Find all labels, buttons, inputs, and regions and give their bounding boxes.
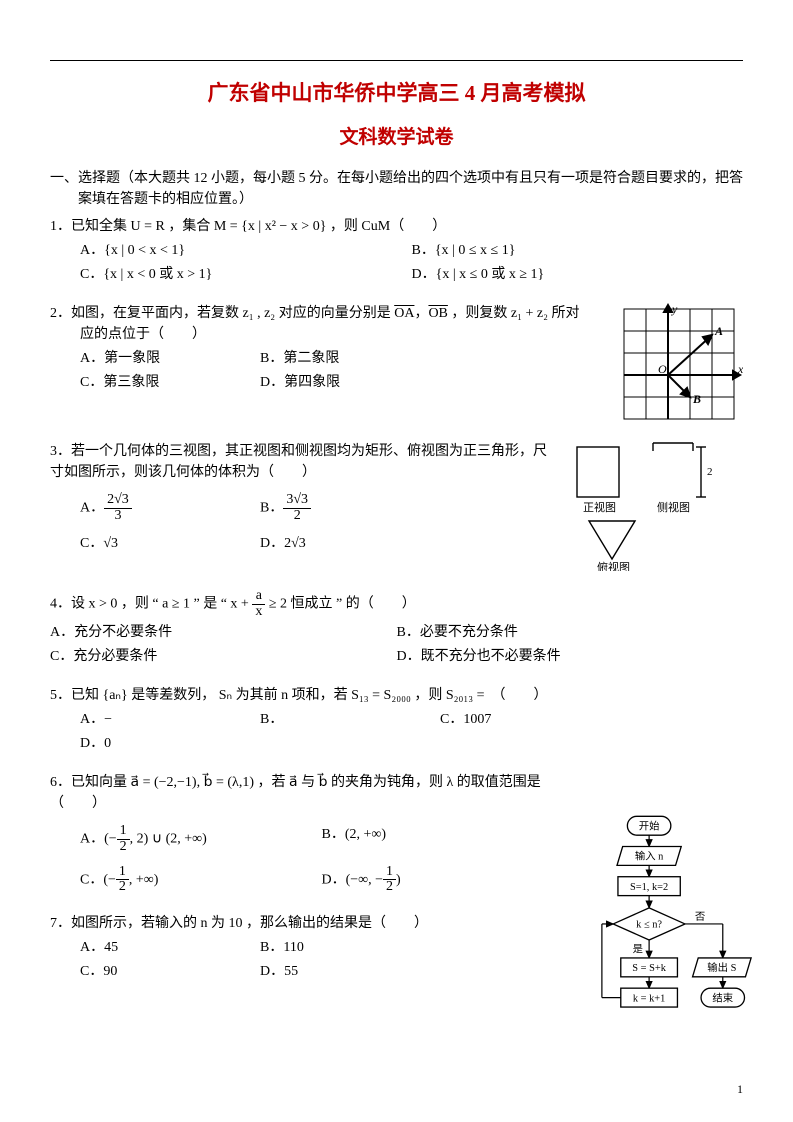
q6-d-post: )	[396, 872, 401, 887]
q3-b-pre: B．	[260, 500, 283, 515]
question-1: 1．已知全集 U = R ，集合 M = {x | x² − x > 0} ，则…	[50, 216, 743, 285]
q7-stem: 7．如图所示，若输入的 n 为 10 ，那么输出的结果是（ ）	[50, 913, 563, 934]
q3-a-pre: A．	[80, 500, 104, 515]
q6-stem: 6．已知向量 a⃗ = (−2,−1), b⃗ = (λ,1) ，若 a⃗ 与 …	[50, 772, 563, 814]
q6-d-n: 1	[383, 865, 396, 881]
q6-a-pre: A．(−	[80, 832, 117, 847]
q4-stem-b: ≥ 2 恒成立 ” 的（ ）	[265, 596, 415, 611]
flow-end: 结束	[712, 992, 733, 1005]
q2-option-c: C．第三象限	[80, 372, 260, 393]
flow-output: 输出 S	[707, 961, 736, 974]
q4-frac-d: x	[252, 605, 265, 620]
q3-dim-w: √3	[663, 441, 675, 444]
flow-start: 开始	[639, 820, 660, 833]
q6-d-d: 2	[383, 880, 396, 895]
q4-option-b: B．必要不充分条件	[397, 622, 744, 643]
q2-option-a: A．第一象限	[80, 348, 260, 369]
q1-option-c: C．{x | x < 0 或 x > 1}	[80, 264, 412, 285]
q2-stem-c: 应的点位于（ ）	[50, 324, 603, 345]
flow-body: S = S+k	[632, 963, 666, 974]
q2-stem-b: ，则复数 z₁ + z₂ 所对	[448, 306, 580, 321]
question-7: 7．如图所示，若输入的 n 为 10 ，那么输出的结果是（ ） A．45 B．1…	[50, 913, 743, 1003]
q6-option-c: C．(−12, +∞)	[80, 865, 322, 895]
q3-a-den: 3	[104, 509, 132, 524]
q2-label-x: x	[737, 362, 743, 376]
q3-a-num: 2√3	[104, 493, 132, 509]
q5-option-a: A．−	[80, 709, 260, 730]
q7-option-c: C．90	[80, 961, 260, 982]
q1-option-d: D．{x | x ≤ 0 或 x ≥ 1}	[412, 264, 744, 285]
flow-no: 否	[695, 911, 705, 923]
q3-option-a: A．2√33	[80, 493, 260, 523]
q6-a-d: 2	[117, 840, 130, 855]
q6-option-d: D．(−∞, −12)	[322, 865, 564, 895]
page-number: 1	[737, 1080, 743, 1098]
q4-option-c: C．充分必要条件	[50, 646, 397, 667]
q6-a-n: 1	[117, 824, 130, 840]
q3-b-num: 3√3	[283, 493, 311, 509]
q2-comma: ，	[414, 306, 428, 321]
flow-cond: k ≤ n?	[636, 920, 662, 931]
q7-flowchart: 开始 输入 n S=1, k=2 k ≤ n? 是 否 S = S+k	[583, 793, 753, 1053]
q2-figure: O x y A B	[618, 303, 743, 423]
q2-stem: 2．如图，在复平面内，若复数 z₁ , z₂ 对应的向量分别是 OA，OB ，则…	[50, 303, 603, 324]
q5-option-d: D．0	[80, 733, 260, 754]
q5-option-c: C．1007	[440, 709, 620, 730]
q5-stem: 5．已知 {aₙ} 是等差数列， Sₙ 为其前 n 项和，若 S₁₃ = S₂₀…	[50, 685, 743, 706]
question-2: 2．如图，在复平面内，若复数 z₁ , z₂ 对应的向量分别是 OA，OB ，则…	[50, 303, 743, 423]
q3-option-b: B．3√32	[260, 493, 440, 523]
q3-option-d: D．2√3	[260, 533, 440, 554]
q7-option-d: D．55	[260, 961, 440, 982]
question-3: 3．若一个几何体的三视图，其正视图和侧视图均为矩形、俯视图为正三角形，尺寸如图所…	[50, 441, 743, 571]
flow-inc: k = k+1	[633, 994, 665, 1005]
q6-a-post: , 2) ∪ (2, +∞)	[130, 832, 207, 847]
q7-option-a: A．45	[80, 937, 260, 958]
q2-label-y: y	[671, 303, 678, 316]
flow-input: 输入 n	[635, 850, 664, 863]
q2-vec-oa: OA	[394, 306, 414, 321]
q2-label-A: A	[714, 324, 723, 338]
top-rule	[50, 60, 743, 61]
q1-option-b: B．{x | 0 ≤ x ≤ 1}	[412, 240, 744, 261]
q3-b-den: 2	[283, 509, 311, 524]
q6-option-a: A．(−12, 2) ∪ (2, +∞)	[80, 824, 322, 854]
q3-label-front: 正视图	[583, 500, 616, 514]
q6-option-b: B．(2, +∞)	[322, 824, 564, 854]
q6-c-pre: C．(−	[80, 872, 116, 887]
question-4: 4．设 x > 0 ，则 “ a ≥ 1 ” 是 “ x + ax ≥ 2 恒成…	[50, 589, 743, 667]
q4-stem-a: 4．设 x > 0 ，则 “ a ≥ 1 ” 是 “ x +	[50, 596, 252, 611]
q2-stem-a: 2．如图，在复平面内，若复数 z₁ , z₂ 对应的向量分别是	[50, 306, 394, 321]
q2-option-d: D．第四象限	[260, 372, 440, 393]
q4-stem: 4．设 x > 0 ，则 “ a ≥ 1 ” 是 “ x + ax ≥ 2 恒成…	[50, 589, 743, 619]
q1-stem: 1．已知全集 U = R ，集合 M = {x | x² − x > 0} ，则…	[50, 216, 743, 237]
q3-option-c: C．√3	[80, 533, 260, 554]
q2-option-b: B．第二象限	[260, 348, 440, 369]
q3-dim-h: 2	[707, 466, 713, 478]
flow-init: S=1, k=2	[630, 882, 668, 893]
question-5: 5．已知 {aₙ} 是等差数列， Sₙ 为其前 n 项和，若 S₁₃ = S₂₀…	[50, 685, 743, 754]
exam-title-main: 广东省中山市华侨中学高三 4 月高考模拟	[50, 78, 743, 110]
q3-figure: √3 2 正视图 侧视图 俯视图	[563, 441, 743, 571]
q4-option-d: D．既不充分也不必要条件	[397, 646, 744, 667]
q5-option-b: B．	[260, 709, 440, 730]
q4-option-a: A．充分不必要条件	[50, 622, 397, 643]
q6-d-pre: D．(−∞, −	[322, 872, 384, 887]
q3-label-side: 侧视图	[657, 500, 690, 514]
q2-vec-ob: OB	[428, 306, 447, 321]
section-1-heading: 一、选择题（本大题共 12 小题，每小题 5 分。在每小题给出的四个选项中有且只…	[50, 168, 743, 210]
q3-label-top: 俯视图	[597, 560, 630, 571]
q2-label-O: O	[658, 362, 667, 376]
flow-yes: 是	[633, 943, 643, 955]
q6-c-d: 2	[116, 880, 129, 895]
q7-option-b: B．110	[260, 937, 440, 958]
q1-option-a: A．{x | 0 < x < 1}	[80, 240, 412, 261]
q6-c-n: 1	[116, 865, 129, 881]
q6-c-post: , +∞)	[129, 872, 159, 887]
q3-stem: 3．若一个几何体的三视图，其正视图和侧视图均为矩形、俯视图为正三角形，尺寸如图所…	[50, 441, 553, 483]
q2-label-B: B	[692, 392, 701, 406]
exam-title-sub: 文科数学试卷	[50, 124, 743, 153]
q4-frac-n: a	[252, 589, 265, 605]
